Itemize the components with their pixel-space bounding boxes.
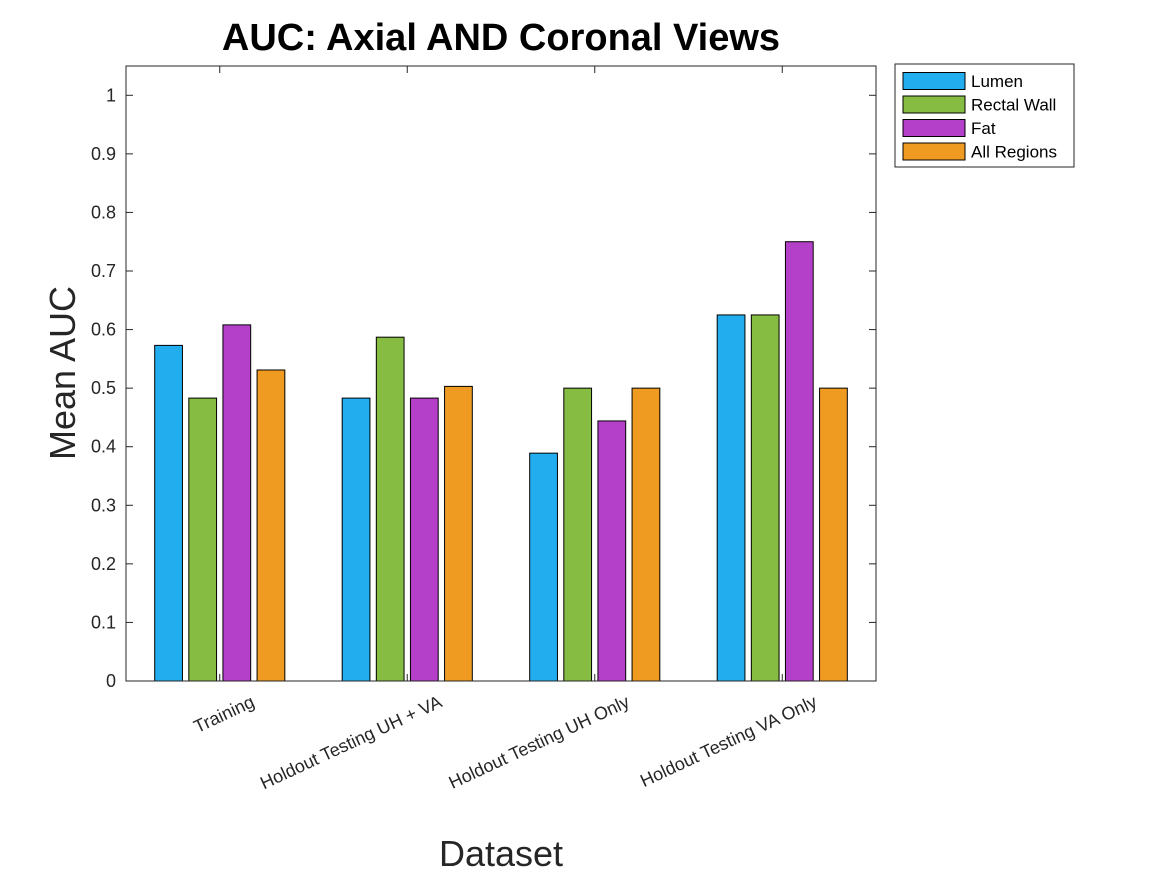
legend-label: Fat (971, 119, 996, 138)
bar-all-regions (819, 387, 848, 682)
bar-rectal-wall (750, 314, 780, 682)
y-tick-label: 0 (106, 671, 116, 691)
legend-swatch (902, 142, 966, 161)
y-tick-label: 0.8 (91, 202, 116, 222)
bar-fat (409, 397, 439, 682)
y-tick-label: 0.7 (91, 261, 116, 281)
x-tick-label: Holdout Testing VA Only (637, 691, 820, 790)
bar-all-regions (444, 385, 473, 682)
bar-lumen (529, 452, 558, 682)
bar-fat (597, 420, 627, 682)
legend-items: Lumen Rectal Wall Fat All Regions (902, 72, 1057, 162)
bars-group (154, 241, 848, 682)
legend-swatch (902, 119, 966, 137)
legend-swatch (902, 95, 966, 114)
y-tick-label: 0.3 (91, 495, 116, 515)
bar-lumen (154, 344, 183, 682)
y-tick-label: 0.6 (91, 320, 116, 340)
y-tick-label: 1 (106, 85, 116, 105)
y-tick-label: 0.4 (91, 437, 116, 457)
x-tick-label: Holdout Testing UH Only (446, 691, 633, 792)
bar-rectal-wall (188, 397, 218, 682)
bar-fat (222, 324, 252, 682)
y-tick-label: 0.1 (91, 612, 116, 632)
chart-title: AUC: Axial AND Coronal Views (222, 17, 780, 59)
legend-label: All Regions (971, 143, 1057, 162)
x-axis-label: Dataset (439, 833, 563, 874)
bar-all-regions (256, 369, 286, 682)
legend-label: Rectal Wall (971, 96, 1056, 115)
bar-lumen (341, 397, 371, 682)
plot-area-frame (125, 65, 877, 682)
bar-rectal-wall (375, 336, 405, 682)
legend-label: Lumen (971, 72, 1023, 91)
bar-lumen (716, 314, 746, 682)
y-tick-label: 0.2 (91, 554, 116, 574)
x-tick-label: Training (191, 691, 258, 736)
y-tick-label: 0.5 (91, 378, 116, 398)
x-tick-label: Holdout Testing UH + VA (257, 691, 445, 793)
y-axis-label: Mean AUC (42, 286, 83, 460)
y-tick-label: 0.9 (91, 144, 116, 164)
bar-all-regions (631, 387, 661, 682)
bar-rectal-wall (563, 387, 593, 682)
bar-fat (784, 241, 814, 682)
legend-swatch (902, 72, 966, 90)
legend: Lumen Rectal Wall Fat All Regions (894, 63, 1075, 168)
y-axis-ticks: 0 0.1 0.2 0.3 0.4 0.5 0.6 0.7 0.8 0.9 1 (91, 85, 876, 691)
